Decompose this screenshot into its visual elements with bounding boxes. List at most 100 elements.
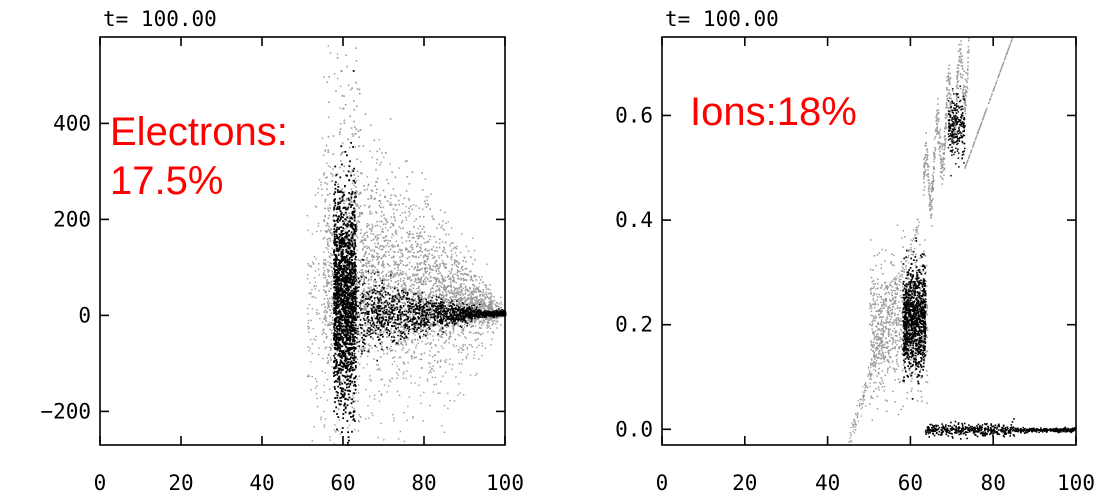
data-point (368, 248, 371, 250)
data-point (335, 335, 338, 338)
data-point (344, 230, 347, 233)
data-point (434, 282, 437, 284)
data-point (421, 251, 423, 253)
data-point (336, 316, 339, 319)
data-point (430, 193, 432, 195)
data-point (354, 283, 357, 286)
data-point (341, 260, 343, 263)
data-point (481, 293, 484, 296)
data-point (352, 100, 355, 102)
data-point (368, 262, 370, 264)
data-point (465, 273, 468, 275)
data-point (392, 274, 395, 276)
data-point (480, 324, 483, 326)
data-point (442, 326, 444, 328)
data-point (354, 304, 357, 307)
data-point (435, 246, 438, 249)
data-point (352, 333, 355, 336)
data-point (470, 307, 472, 310)
data-point (349, 240, 351, 243)
data-point (405, 285, 407, 287)
data-point (318, 312, 320, 315)
data-point (333, 280, 336, 283)
data-point (419, 281, 422, 284)
data-point (341, 272, 344, 275)
data-point (436, 250, 438, 252)
data-point (420, 326, 422, 328)
data-point (398, 167, 400, 169)
data-point (386, 391, 388, 393)
data-point (425, 255, 428, 258)
data-point (394, 229, 397, 232)
data-point (438, 287, 440, 290)
data-point (337, 339, 340, 342)
data-point (453, 281, 456, 283)
data-point (346, 300, 349, 303)
data-point (356, 226, 358, 228)
data-point (477, 287, 479, 290)
data-point (349, 225, 352, 228)
data-point (484, 303, 486, 305)
data-point (314, 387, 317, 389)
data-point (336, 218, 339, 221)
data-point (432, 217, 434, 220)
data-point (432, 321, 435, 323)
data-point (461, 324, 463, 327)
data-point (336, 396, 339, 399)
data-point (486, 263, 488, 265)
data-point (363, 333, 366, 336)
data-point (460, 266, 463, 269)
data-point (347, 247, 350, 250)
data-point (450, 271, 453, 273)
data-point (454, 323, 457, 326)
data-point (375, 290, 378, 292)
data-point (461, 329, 463, 331)
data-point (413, 329, 415, 332)
data-point (335, 301, 338, 304)
data-point (354, 242, 357, 244)
data-point (307, 229, 309, 232)
data-point (474, 312, 477, 315)
data-point (355, 375, 357, 378)
data-point (482, 305, 485, 308)
data-point (422, 208, 424, 210)
data-point (328, 290, 330, 292)
data-point (454, 338, 457, 341)
data-point (348, 230, 350, 232)
data-point (456, 274, 459, 277)
data-point (346, 357, 348, 360)
data-point (377, 243, 379, 245)
data-point (405, 249, 407, 251)
data-point (380, 379, 382, 381)
data-point (380, 215, 383, 217)
data-point (381, 326, 384, 329)
data-point (370, 380, 372, 382)
data-point (484, 305, 487, 308)
data-point (408, 288, 411, 290)
data-point (338, 233, 341, 236)
data-point (340, 324, 343, 327)
data-point (323, 219, 325, 221)
data-point (393, 194, 396, 196)
data-point (332, 216, 334, 218)
data-point (333, 269, 336, 272)
data-point (435, 265, 438, 267)
data-point (377, 293, 380, 295)
data-point (308, 264, 310, 267)
data-point (348, 257, 351, 259)
data-point (461, 305, 464, 308)
data-point (380, 393, 382, 395)
data-point (341, 142, 344, 144)
data-point (334, 397, 336, 399)
data-point (339, 403, 341, 406)
data-point (395, 261, 397, 263)
data-point (396, 273, 399, 275)
data-point (432, 287, 434, 290)
data-point (472, 279, 474, 282)
data-point (404, 308, 407, 311)
data-point (380, 272, 383, 274)
data-point (410, 355, 413, 358)
data-point (495, 308, 498, 311)
data-point (500, 306, 503, 309)
data-point (384, 289, 386, 292)
